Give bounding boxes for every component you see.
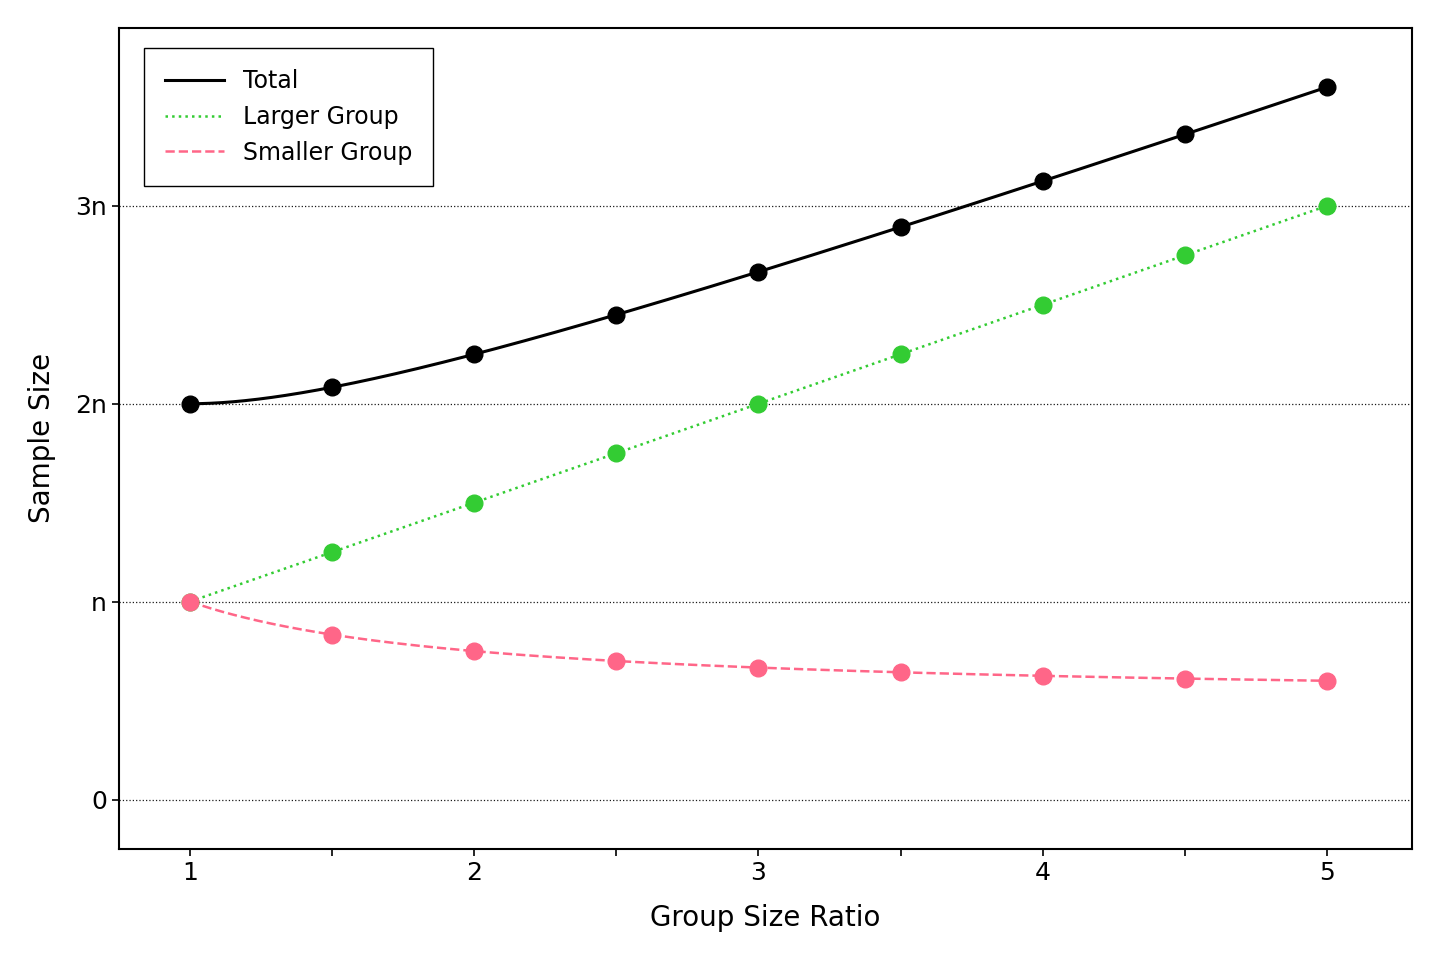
Y-axis label: Sample Size: Sample Size bbox=[27, 353, 56, 523]
Legend: Total, Larger Group, Smaller Group: Total, Larger Group, Smaller Group bbox=[144, 48, 433, 186]
X-axis label: Group Size Ratio: Group Size Ratio bbox=[651, 904, 881, 932]
